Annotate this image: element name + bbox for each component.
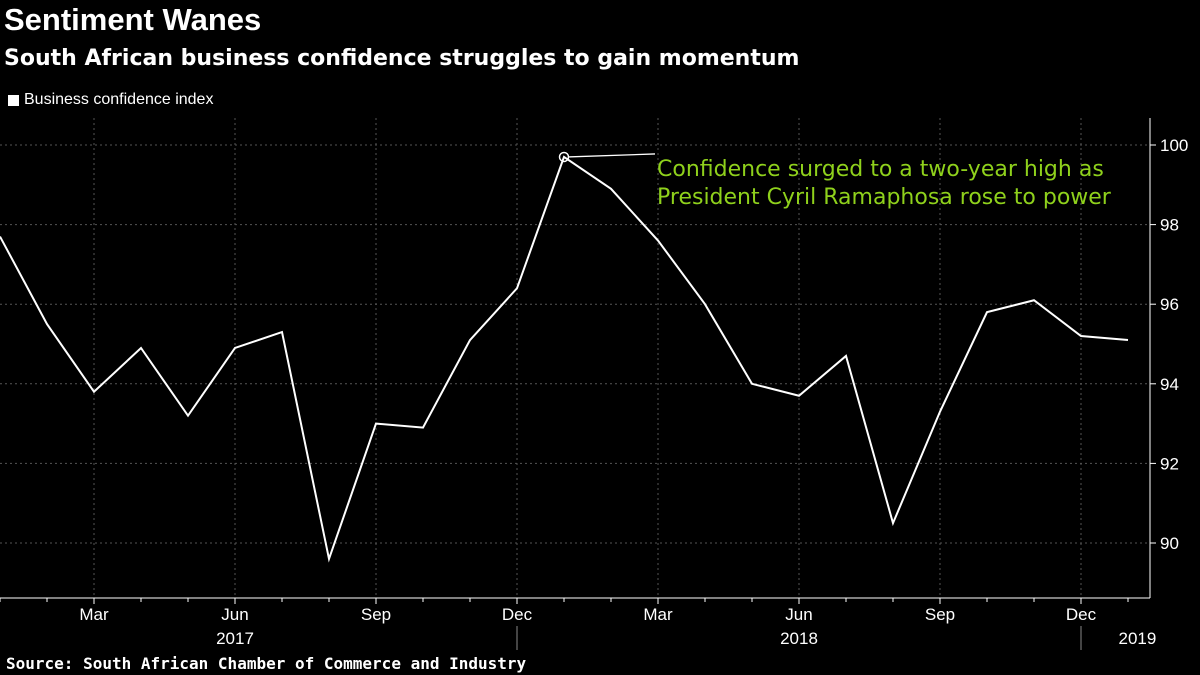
y-tick-label: 98 (1160, 216, 1179, 235)
series-line (0, 155, 1129, 563)
legend: Business confidence index (8, 91, 213, 109)
x-tick-label: Sep (925, 605, 955, 624)
annotation-leader (567, 153, 656, 158)
chart-subtitle: South African business confidence strugg… (4, 46, 800, 71)
source-note: Source: South African Chamber of Commerc… (6, 654, 527, 673)
x-tick-label: Jun (221, 605, 248, 624)
x-tick-label: Dec (502, 605, 533, 624)
year-label: 2019 (1118, 629, 1156, 648)
x-tick-label: Mar (79, 605, 109, 624)
year-label: 2018 (780, 629, 818, 648)
x-tick-label: Sep (361, 605, 391, 624)
annotation-text: Confidence surged to a two-year high as (657, 157, 1104, 182)
y-tick-label: 94 (1160, 375, 1179, 394)
x-tick-label: Mar (643, 605, 673, 624)
y-tick-label: 96 (1160, 295, 1179, 314)
x-tick-label: Dec (1066, 605, 1097, 624)
x-tick-label: Jun (785, 605, 812, 624)
year-label: 2017 (216, 629, 254, 648)
annotation-text: President Cyril Ramaphosa rose to power (657, 185, 1112, 210)
y-tick-label: 92 (1160, 454, 1179, 473)
legend-swatch (8, 94, 19, 106)
y-tick-label: 100 (1160, 136, 1188, 155)
chart-title: Sentiment Wanes (4, 2, 262, 37)
y-tick-label: 90 (1160, 534, 1179, 553)
legend-label: Business confidence index (24, 91, 214, 108)
